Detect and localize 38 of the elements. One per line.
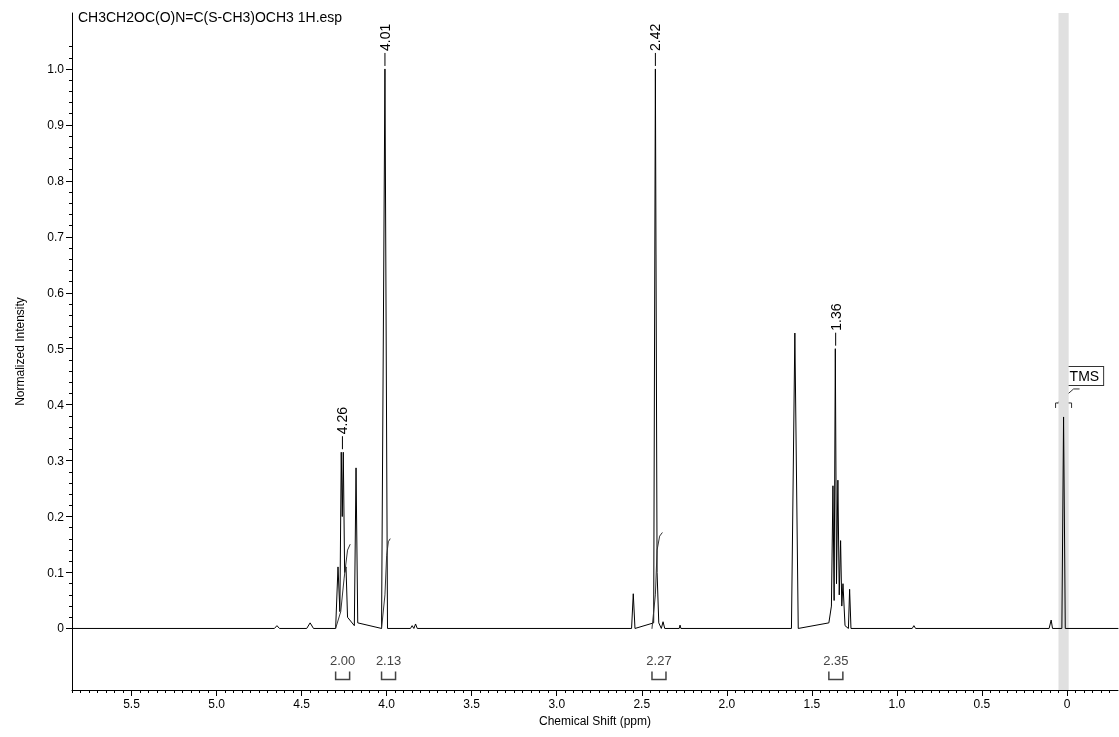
annotation: 2.00 <box>329 652 356 668</box>
x-tick-label: 1.0 <box>888 697 906 711</box>
y-tick-label: 0.8 <box>47 173 65 188</box>
annotation: 2.13 <box>375 652 402 668</box>
y-tick-label: 0.1 <box>47 565 65 580</box>
line-series <box>381 538 391 629</box>
y-tick-label: 0.5 <box>47 341 65 356</box>
x-tick-label: 3.0 <box>548 697 566 711</box>
annotation: 1.36 <box>827 303 844 331</box>
annotation: 4.01 <box>376 23 393 51</box>
y-tick-label: 0.4 <box>47 397 65 412</box>
y-axis-title: Normalized Intensity <box>13 297 27 406</box>
x-tick-label: 4.5 <box>293 697 311 711</box>
x-tick-label: 1.5 <box>803 697 821 711</box>
annotation: 4.26 <box>334 406 351 435</box>
annotation: TMS <box>1069 367 1100 384</box>
line-series <box>651 532 663 629</box>
x-tick-label: 0 <box>1063 697 1071 711</box>
x-tick-label: 2.0 <box>718 697 736 711</box>
y-tick-label: 0.7 <box>47 229 65 244</box>
annotation: 2.27 <box>646 652 672 668</box>
chart-title: CH3CH2OC(O)N=C(S-CH3)OCH3 1H.esp <box>78 9 343 25</box>
x-tick-label: 5.0 <box>208 697 226 711</box>
annotation: 2.42 <box>647 23 664 51</box>
annotation: 2.35 <box>823 652 849 668</box>
line-series <box>335 544 351 629</box>
x-tick-label: 4.0 <box>378 697 396 711</box>
x-tick-label: 5.5 <box>123 697 141 711</box>
y-tick-label: 0.2 <box>47 509 65 524</box>
x-axis-title: Chemical Shift (ppm) <box>538 713 652 728</box>
y-tick-label: 0.9 <box>47 117 65 132</box>
y-tick-label: 1.0 <box>47 61 65 76</box>
y-tick-label: 0 <box>57 621 65 636</box>
x-tick-label: 0.5 <box>973 697 991 711</box>
x-tick-label: 2.5 <box>633 697 651 711</box>
y-tick-label: 0.3 <box>47 453 65 468</box>
y-tick-label: 0.6 <box>47 285 65 300</box>
x-tick-label: 3.5 <box>463 697 481 711</box>
